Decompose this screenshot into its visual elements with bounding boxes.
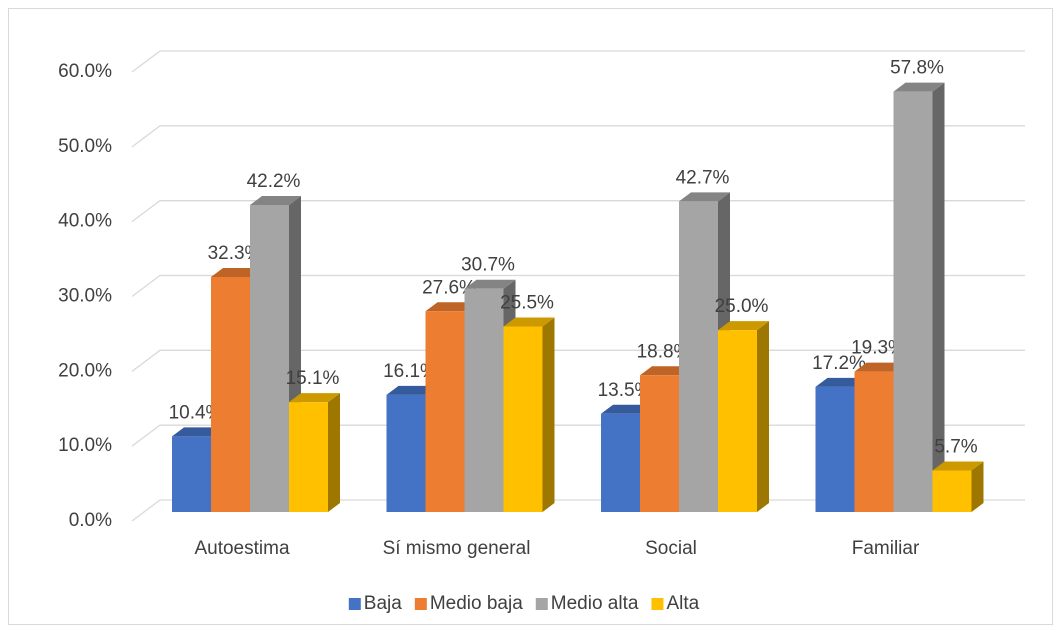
chart-border — [8, 8, 1053, 625]
y-tick-label: 50.0% — [58, 136, 112, 157]
bar — [932, 461, 984, 512]
bar-side — [542, 317, 555, 512]
bar-top — [503, 317, 555, 327]
bar-front — [932, 470, 972, 512]
bar-front — [386, 394, 426, 512]
bar-front — [250, 205, 289, 512]
x-tick-label: Social — [645, 538, 697, 559]
bar-front — [601, 413, 640, 512]
data-label: 42.2% — [247, 171, 301, 192]
y-tick-label: 20.0% — [58, 360, 112, 381]
bar-side — [971, 461, 984, 512]
bar-front — [893, 91, 933, 512]
bar-front — [425, 311, 465, 512]
bar — [289, 393, 340, 512]
bar-top — [172, 427, 223, 437]
data-label: 15.1% — [286, 368, 340, 389]
bar-top — [815, 377, 867, 387]
data-label: 13.5% — [598, 380, 652, 401]
data-label: 32.3% — [208, 243, 262, 264]
data-label: 16.1% — [383, 361, 437, 382]
grid-line — [131, 50, 1025, 73]
data-label: 18.8% — [637, 341, 691, 362]
bar-front — [815, 386, 855, 512]
data-label: 17.2% — [812, 353, 866, 374]
bar-top — [211, 268, 262, 278]
bar-top — [640, 366, 691, 376]
bar-front — [464, 288, 504, 512]
data-label: 10.4% — [169, 402, 223, 423]
bar-top — [893, 82, 945, 92]
bar-side — [757, 321, 769, 512]
bar-top — [601, 404, 652, 414]
bar-top — [679, 192, 730, 202]
legend-swatch — [651, 598, 664, 610]
bar-front — [640, 375, 679, 512]
data-label: 57.8% — [890, 58, 944, 79]
bar-top — [464, 279, 516, 289]
data-label: 42.7% — [676, 167, 730, 188]
legend-label: Medio alta — [551, 593, 639, 614]
bar — [893, 82, 945, 512]
bar-side — [932, 82, 945, 512]
bar-front — [289, 402, 328, 512]
data-label: 25.0% — [715, 296, 769, 317]
bar — [503, 317, 555, 512]
data-label: 30.7% — [461, 255, 515, 276]
grid-line — [131, 125, 1025, 148]
legend-label: Baja — [364, 593, 402, 614]
bar-top — [386, 385, 438, 395]
legend-swatch — [535, 598, 548, 610]
data-label: 27.6% — [422, 277, 476, 298]
bar-front — [854, 371, 894, 512]
bar-top — [250, 196, 301, 206]
bar-top — [718, 321, 769, 331]
bar-front — [718, 330, 757, 512]
y-tick-label: 30.0% — [58, 286, 112, 307]
data-label: 25.5% — [500, 293, 554, 314]
grid-line — [131, 200, 1025, 223]
bar-front — [503, 326, 543, 512]
legend-label: Medio baja — [430, 593, 523, 614]
data-label: 19.3% — [851, 338, 905, 359]
y-tick-label: 10.0% — [58, 435, 112, 456]
y-tick-label: 40.0% — [58, 211, 112, 232]
data-label: 5.7% — [934, 437, 977, 458]
y-tick-label: 60.0% — [58, 61, 112, 82]
bar-top — [425, 302, 477, 312]
x-tick-label: Sí mismo general — [383, 538, 531, 559]
legend-label: Alta — [666, 593, 699, 614]
x-tick-label: Familiar — [852, 538, 920, 559]
bar — [718, 321, 769, 512]
legend-swatch — [348, 598, 361, 610]
y-tick-label: 0.0% — [69, 510, 112, 531]
bar-front — [172, 436, 211, 512]
grid-line — [131, 274, 1025, 298]
x-tick-label: Autoestima — [194, 538, 289, 559]
legend-swatch — [414, 598, 427, 610]
bar-top — [854, 362, 906, 372]
bar-top — [932, 461, 984, 471]
bar-side — [328, 393, 340, 512]
bar-front — [679, 201, 718, 512]
bar-top — [289, 393, 340, 403]
bar-front — [211, 277, 250, 512]
